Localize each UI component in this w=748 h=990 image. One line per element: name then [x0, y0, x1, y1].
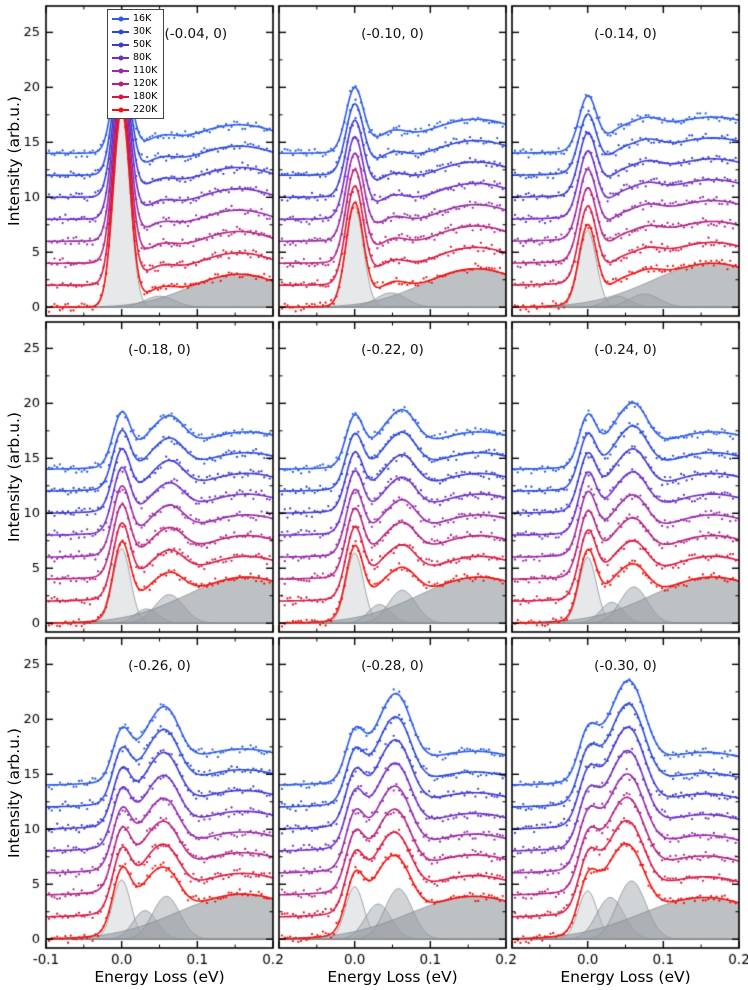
legend-label: 50K: [133, 38, 152, 50]
panel-q-label: (-0.28, 0): [361, 658, 424, 674]
panel-q-label: (-0.30, 0): [594, 658, 657, 674]
legend-marker-icon: [112, 68, 129, 73]
legend-entry: 110K: [112, 64, 157, 77]
panel-q-label: (-0.10, 0): [361, 26, 424, 42]
x-axis-title: Energy Loss (eV): [327, 968, 458, 986]
y-axis-title: Intensity (arb.u.): [5, 412, 23, 542]
legend-entry: 180K: [112, 90, 157, 103]
legend-label: 120K: [133, 77, 158, 89]
panel-q-label: (-0.24, 0): [594, 342, 657, 358]
legend-marker-icon: [112, 107, 129, 112]
panel-q-label: (-0.18, 0): [128, 342, 191, 358]
y-axis-title: Intensity (arb.u.): [5, 96, 23, 226]
x-axis-title: Energy Loss (eV): [94, 968, 225, 986]
legend-entry: 220K: [112, 103, 157, 116]
legend-entry: 16K: [112, 12, 157, 25]
legend-marker-icon: [112, 94, 129, 99]
panel-q-label: (-0.14, 0): [594, 26, 657, 42]
legend: 16K 30K 50K 80K 110K 120K 180K 220K: [107, 9, 165, 119]
legend-label: 110K: [133, 64, 158, 76]
legend-marker-icon: [112, 16, 129, 21]
panel-q-label: (-0.26, 0): [128, 658, 191, 674]
legend-entry: 80K: [112, 51, 157, 64]
legend-marker-icon: [112, 81, 129, 86]
legend-entry: 30K: [112, 25, 157, 38]
panel-q-label: (-0.22, 0): [361, 342, 424, 358]
legend-label: 30K: [133, 25, 152, 37]
legend-label: 180K: [133, 90, 158, 102]
legend-label: 220K: [133, 103, 158, 115]
panel-q-label: (-0.04, 0): [164, 26, 228, 42]
legend-label: 80K: [133, 51, 152, 63]
legend-marker-icon: [112, 29, 129, 34]
y-axis-title: Intensity (arb.u.): [5, 728, 23, 858]
x-axis-title: Energy Loss (eV): [560, 968, 691, 986]
legend-entry: 120K: [112, 77, 157, 90]
legend-marker-icon: [112, 55, 129, 60]
legend-entry: 50K: [112, 38, 157, 51]
legend-label: 16K: [133, 12, 152, 24]
legend-marker-icon: [112, 42, 129, 47]
